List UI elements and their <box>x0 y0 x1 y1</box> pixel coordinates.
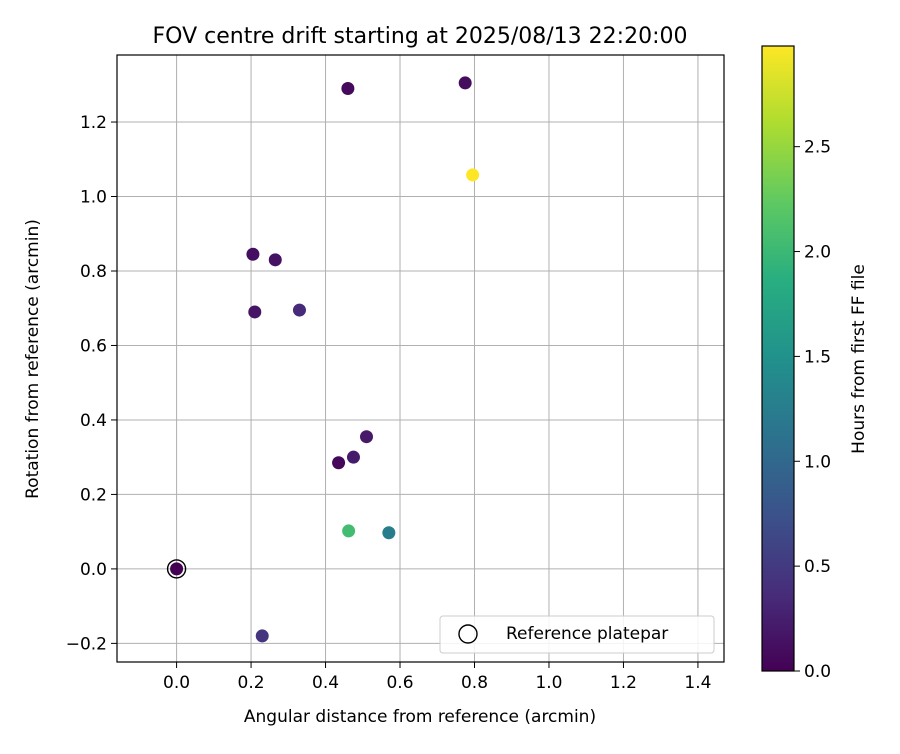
y-tick-label: 0.4 <box>80 411 107 431</box>
data-point <box>255 629 269 643</box>
x-tick-label: 1.2 <box>610 673 637 693</box>
y-tick-label: 1.2 <box>80 113 107 133</box>
data-point <box>342 524 356 538</box>
data-point <box>341 82 355 96</box>
y-tick-label: 0.0 <box>80 560 107 580</box>
data-point <box>458 76 472 90</box>
x-tick-label: 0.4 <box>312 673 339 693</box>
data-point <box>332 456 346 470</box>
y-tick-label: 0.6 <box>80 336 107 356</box>
chart-title: FOV centre drift starting at 2025/08/13 … <box>153 24 688 49</box>
legend-label: Reference platepar <box>506 624 668 644</box>
colorbar-tick-label: 0.0 <box>804 662 831 682</box>
data-point <box>382 526 396 540</box>
legend-marker <box>458 624 478 644</box>
data-point <box>466 168 480 182</box>
x-tick-label: 0.0 <box>163 673 190 693</box>
data-point <box>346 450 360 464</box>
x-tick-label: 0.6 <box>386 673 413 693</box>
x-tick-label: 0.8 <box>461 673 488 693</box>
legend: Reference platepar <box>439 615 715 654</box>
x-axis-ticks: 0.0 0.2 0.4 0.6 0.8 1.0 1.2 1.4 <box>163 662 711 693</box>
data-point <box>246 247 260 261</box>
y-axis-ticks: −0.2 0.0 0.2 0.4 0.6 0.8 1.0 1.2 <box>66 113 117 654</box>
data-point <box>292 303 306 317</box>
x-tick-label: 1.4 <box>684 673 711 693</box>
colorbar-tick-label: 1.0 <box>804 452 831 472</box>
reference-platepar-marker <box>166 559 187 579</box>
y-tick-label: 0.8 <box>80 262 107 282</box>
y-tick-label: 0.2 <box>80 485 107 505</box>
data-point <box>248 305 262 319</box>
colorbar-ticks: 0.0 0.5 1.0 1.5 2.0 2.5 <box>794 138 831 682</box>
x-tick-label: 0.2 <box>238 673 265 693</box>
colorbar-tick-label: 2.5 <box>804 138 831 158</box>
x-tick-label: 1.0 <box>535 673 562 693</box>
x-axis-label: Angular distance from reference (arcmin) <box>244 707 596 727</box>
y-axis-label: Rotation from reference (arcmin) <box>23 219 43 499</box>
colorbar: 0.0 0.5 1.0 1.5 2.0 2.5 Hours from first FF f… <box>761 45 869 682</box>
data-point <box>268 253 282 267</box>
grid <box>117 55 724 662</box>
plot-frame <box>116 54 725 663</box>
y-tick-label: −0.2 <box>66 634 107 654</box>
y-tick-label: 1.0 <box>80 188 107 208</box>
data-point <box>170 562 184 576</box>
colorbar-label: Hours from first FF file <box>849 264 869 454</box>
colorbar-tick-label: 1.5 <box>804 347 831 367</box>
data-point <box>360 430 374 444</box>
colorbar-tick-label: 0.5 <box>804 557 831 577</box>
colorbar-tick-label: 2.0 <box>804 243 831 263</box>
colorbar-gradient <box>761 45 795 672</box>
legend-box <box>439 615 715 654</box>
data-points <box>166 76 480 643</box>
